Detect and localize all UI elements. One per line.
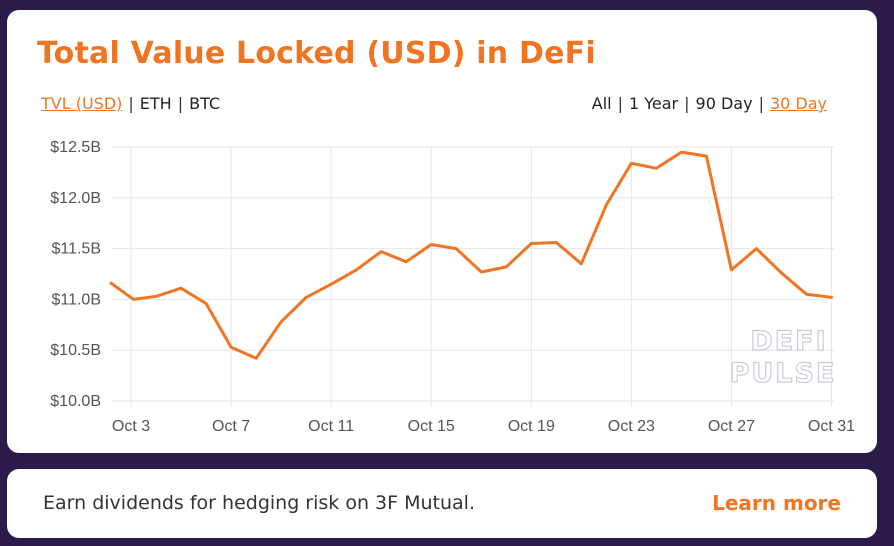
- range-toggle-group: All | 1 Year | 90 Day | 30 Day: [592, 94, 827, 113]
- y-tick-label: $11.0B: [51, 291, 101, 308]
- separator: |: [617, 94, 623, 113]
- y-tick-label: $10.0B: [50, 393, 101, 410]
- x-tick-label: Oct 19: [508, 418, 555, 435]
- series-layer: [109, 150, 833, 360]
- series-line-0: [109, 150, 833, 360]
- range-toggle-30-day[interactable]: 30 Day: [769, 94, 827, 113]
- y-tick-label: $11.5B: [51, 241, 101, 258]
- metric-toggle-btc[interactable]: BTC: [189, 94, 221, 113]
- separator: |: [684, 94, 690, 113]
- y-tick-label: $12.0B: [50, 190, 101, 207]
- range-toggle-all[interactable]: All: [591, 94, 612, 113]
- watermark-line-2: PULSE: [730, 358, 837, 389]
- x-tick-label: Oct 23: [608, 418, 655, 435]
- metric-toggle-group: TVL (USD) | ETH | BTC: [41, 94, 220, 113]
- separator: |: [758, 94, 764, 113]
- learn-more-link[interactable]: Learn more: [712, 491, 841, 515]
- defi-pulse-watermark: DEFI PULSE: [729, 325, 837, 389]
- range-toggle-1-year[interactable]: 1 Year: [628, 94, 679, 113]
- chart-title: Total Value Locked (USD) in DeFi: [37, 36, 596, 71]
- x-tick-label: Oct 7: [212, 418, 250, 435]
- x-tick-label: Oct 31: [808, 418, 855, 435]
- separator: |: [128, 94, 134, 113]
- promo-banner: Earn dividends for hedging risk on 3F Mu…: [7, 469, 877, 538]
- x-tick-label: Oct 3: [112, 418, 150, 435]
- y-tick-label: $12.5B: [50, 139, 101, 156]
- x-tick-label: Oct 27: [708, 418, 755, 435]
- chart-card: Total Value Locked (USD) in DeFi TVL (US…: [7, 10, 877, 453]
- range-toggle-90-day[interactable]: 90 Day: [695, 94, 753, 113]
- x-tick-label: Oct 11: [308, 418, 354, 435]
- tvl-line-chart: DEFI PULSE $10.0B $10.5B $11.0B $11.5B $12.0…: [50, 139, 855, 435]
- separator: |: [177, 94, 184, 113]
- y-axis-labels: $10.0B $10.5B $11.0B $11.5B $12.0B $12.5B: [50, 139, 101, 410]
- promo-text: Earn dividends for hedging risk on 3F Mu…: [43, 492, 475, 514]
- watermark-line-1: DEFI: [750, 326, 827, 357]
- x-tick-label: Oct 15: [408, 418, 455, 435]
- y-tick-label: $10.5B: [50, 342, 101, 359]
- metric-toggle-tvl-usd[interactable]: TVL (USD): [41, 94, 123, 113]
- chart-grid: [111, 146, 834, 407]
- x-axis-labels: Oct 3 Oct 7 Oct 11 Oct 15 Oct 19 Oct 23 Oct 27…: [112, 418, 855, 435]
- metric-toggle-eth[interactable]: ETH: [139, 94, 172, 113]
